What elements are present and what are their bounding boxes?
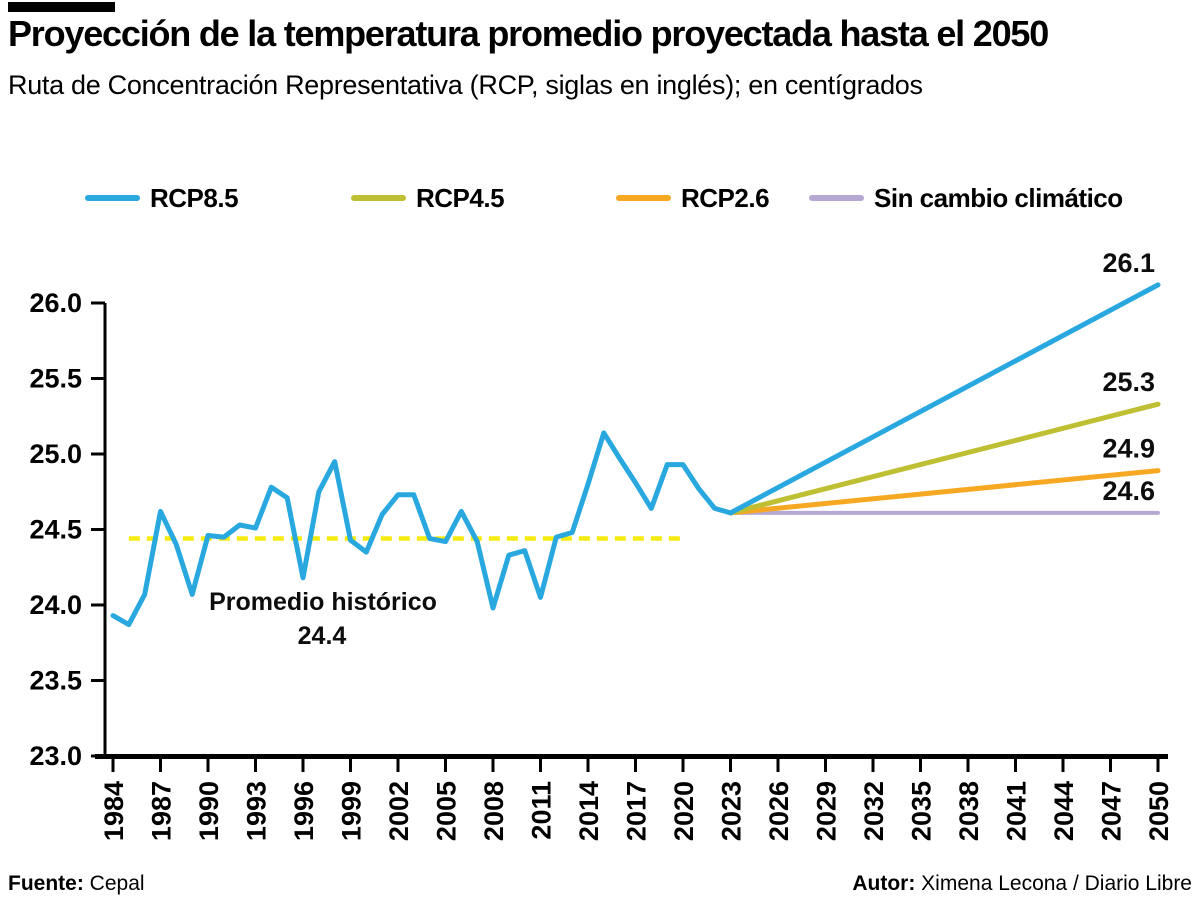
- end-label-sin-cambio-clim-tico: 24.6: [1102, 476, 1155, 506]
- x-tick-label: 2002: [384, 781, 414, 841]
- x-tick-label: 2005: [432, 781, 462, 841]
- projection-line-rcp8-5: [728, 282, 1161, 516]
- x-tick-label: 1996: [289, 781, 319, 841]
- page-subtitle: Ruta de Concentración Representativa (RC…: [8, 70, 923, 100]
- legend-label-rcp2-6: RCP2.6: [681, 182, 770, 213]
- y-axis: 23.0 23.5 24.0 24.5 25.0 25.5 26.0: [29, 288, 107, 771]
- x-tick-label: 2050: [1144, 781, 1174, 841]
- projection-line-rcp2-6: [728, 468, 1161, 516]
- legend-item-rcp4-5: RCP4.5: [351, 182, 505, 213]
- legend-item-rcp8-5: RCP8.5: [85, 182, 239, 213]
- x-tick-label: 2038: [954, 781, 984, 841]
- x-tick-label: 2047: [1097, 781, 1127, 841]
- author-value: Ximena Lecona / Diario Libre: [921, 872, 1192, 895]
- legend-swatch-rcp4-5: [351, 195, 406, 201]
- x-tick-label: 2020: [669, 781, 699, 841]
- legend-swatch-rcp2-6: [616, 195, 671, 201]
- page-title: Proyección de la temperatura promedio pr…: [8, 13, 1049, 54]
- x-tick-label: 2014: [574, 781, 604, 841]
- projection-end-labels: 26.1 25.3 24.9 24.6: [1102, 248, 1155, 506]
- x-axis: 1984 1987 1990 1993 1996 1999 2002 2005 2008 2011…: [95, 754, 1174, 841]
- projection-line-rcp4-5: [728, 401, 1161, 516]
- chart-legend: RCP8.5 RCP4.5 RCP2.6 Sin cambio climático: [0, 182, 1200, 213]
- x-tick-label: 1993: [242, 781, 272, 841]
- legend-label-rcp8-5: RCP8.5: [150, 182, 239, 213]
- legend-swatch-rcp8-5: [85, 195, 140, 201]
- x-tick-label: 2026: [764, 781, 794, 841]
- source-value: Cepal: [89, 872, 145, 895]
- author-credit: Autor: Ximena Lecona / Diario Libre: [852, 872, 1192, 896]
- legend-label-sin-cambio-clim-tico: Sin cambio climático: [874, 182, 1123, 213]
- end-label-rcp8-5: 26.1: [1102, 248, 1155, 278]
- y-tick-label: 24.0: [29, 590, 82, 620]
- legend-label-rcp4-5: RCP4.5: [416, 182, 505, 213]
- x-tick-label: 2032: [859, 781, 889, 841]
- y-tick-label: 25.0: [29, 439, 82, 469]
- source-label: Fuente:: [8, 872, 84, 895]
- historical-temperature-line: [110, 430, 733, 628]
- x-tick-label: 2044: [1049, 781, 1079, 841]
- x-tick-label: 2029: [812, 781, 842, 841]
- y-tick-label: 24.5: [29, 515, 82, 545]
- x-tick-label: 2008: [479, 781, 509, 841]
- y-tick-label: 23.5: [29, 666, 82, 696]
- kicker-bar: [8, 2, 115, 12]
- historical-average: Promedio histórico 24.4: [128, 536, 683, 650]
- legend-swatch-sin-cambio-clim-tico: [809, 195, 864, 201]
- average-annotation-text: Promedio histórico: [209, 588, 437, 616]
- x-tick-label: 1984: [99, 781, 129, 841]
- author-label: Autor:: [852, 872, 916, 895]
- legend-item-rcp2-6: RCP2.6: [616, 182, 770, 213]
- y-tick-label: 26.0: [29, 288, 82, 318]
- x-tick-label: 2041: [1002, 781, 1032, 841]
- end-label-rcp4-5: 25.3: [1102, 367, 1155, 397]
- y-tick-label: 25.5: [29, 364, 82, 394]
- end-label-rcp2-6: 24.9: [1102, 434, 1155, 464]
- x-tick-label: 1999: [337, 781, 367, 841]
- x-tick-label: 2035: [907, 781, 937, 841]
- x-tick-label: 2023: [717, 781, 747, 841]
- projection-series: [728, 282, 1161, 516]
- legend-item-sin-cambio-clim-tico: Sin cambio climático: [809, 182, 1123, 213]
- average-annotation-value: 24.4: [298, 622, 347, 650]
- x-tick-label: 1990: [194, 781, 224, 841]
- source-credit: Fuente: Cepal: [8, 872, 145, 896]
- x-tick-label: 2017: [622, 781, 652, 841]
- y-tick-label: 23.0: [29, 741, 82, 771]
- x-tick-label: 2011: [527, 781, 557, 840]
- x-tick-label: 1987: [147, 781, 177, 841]
